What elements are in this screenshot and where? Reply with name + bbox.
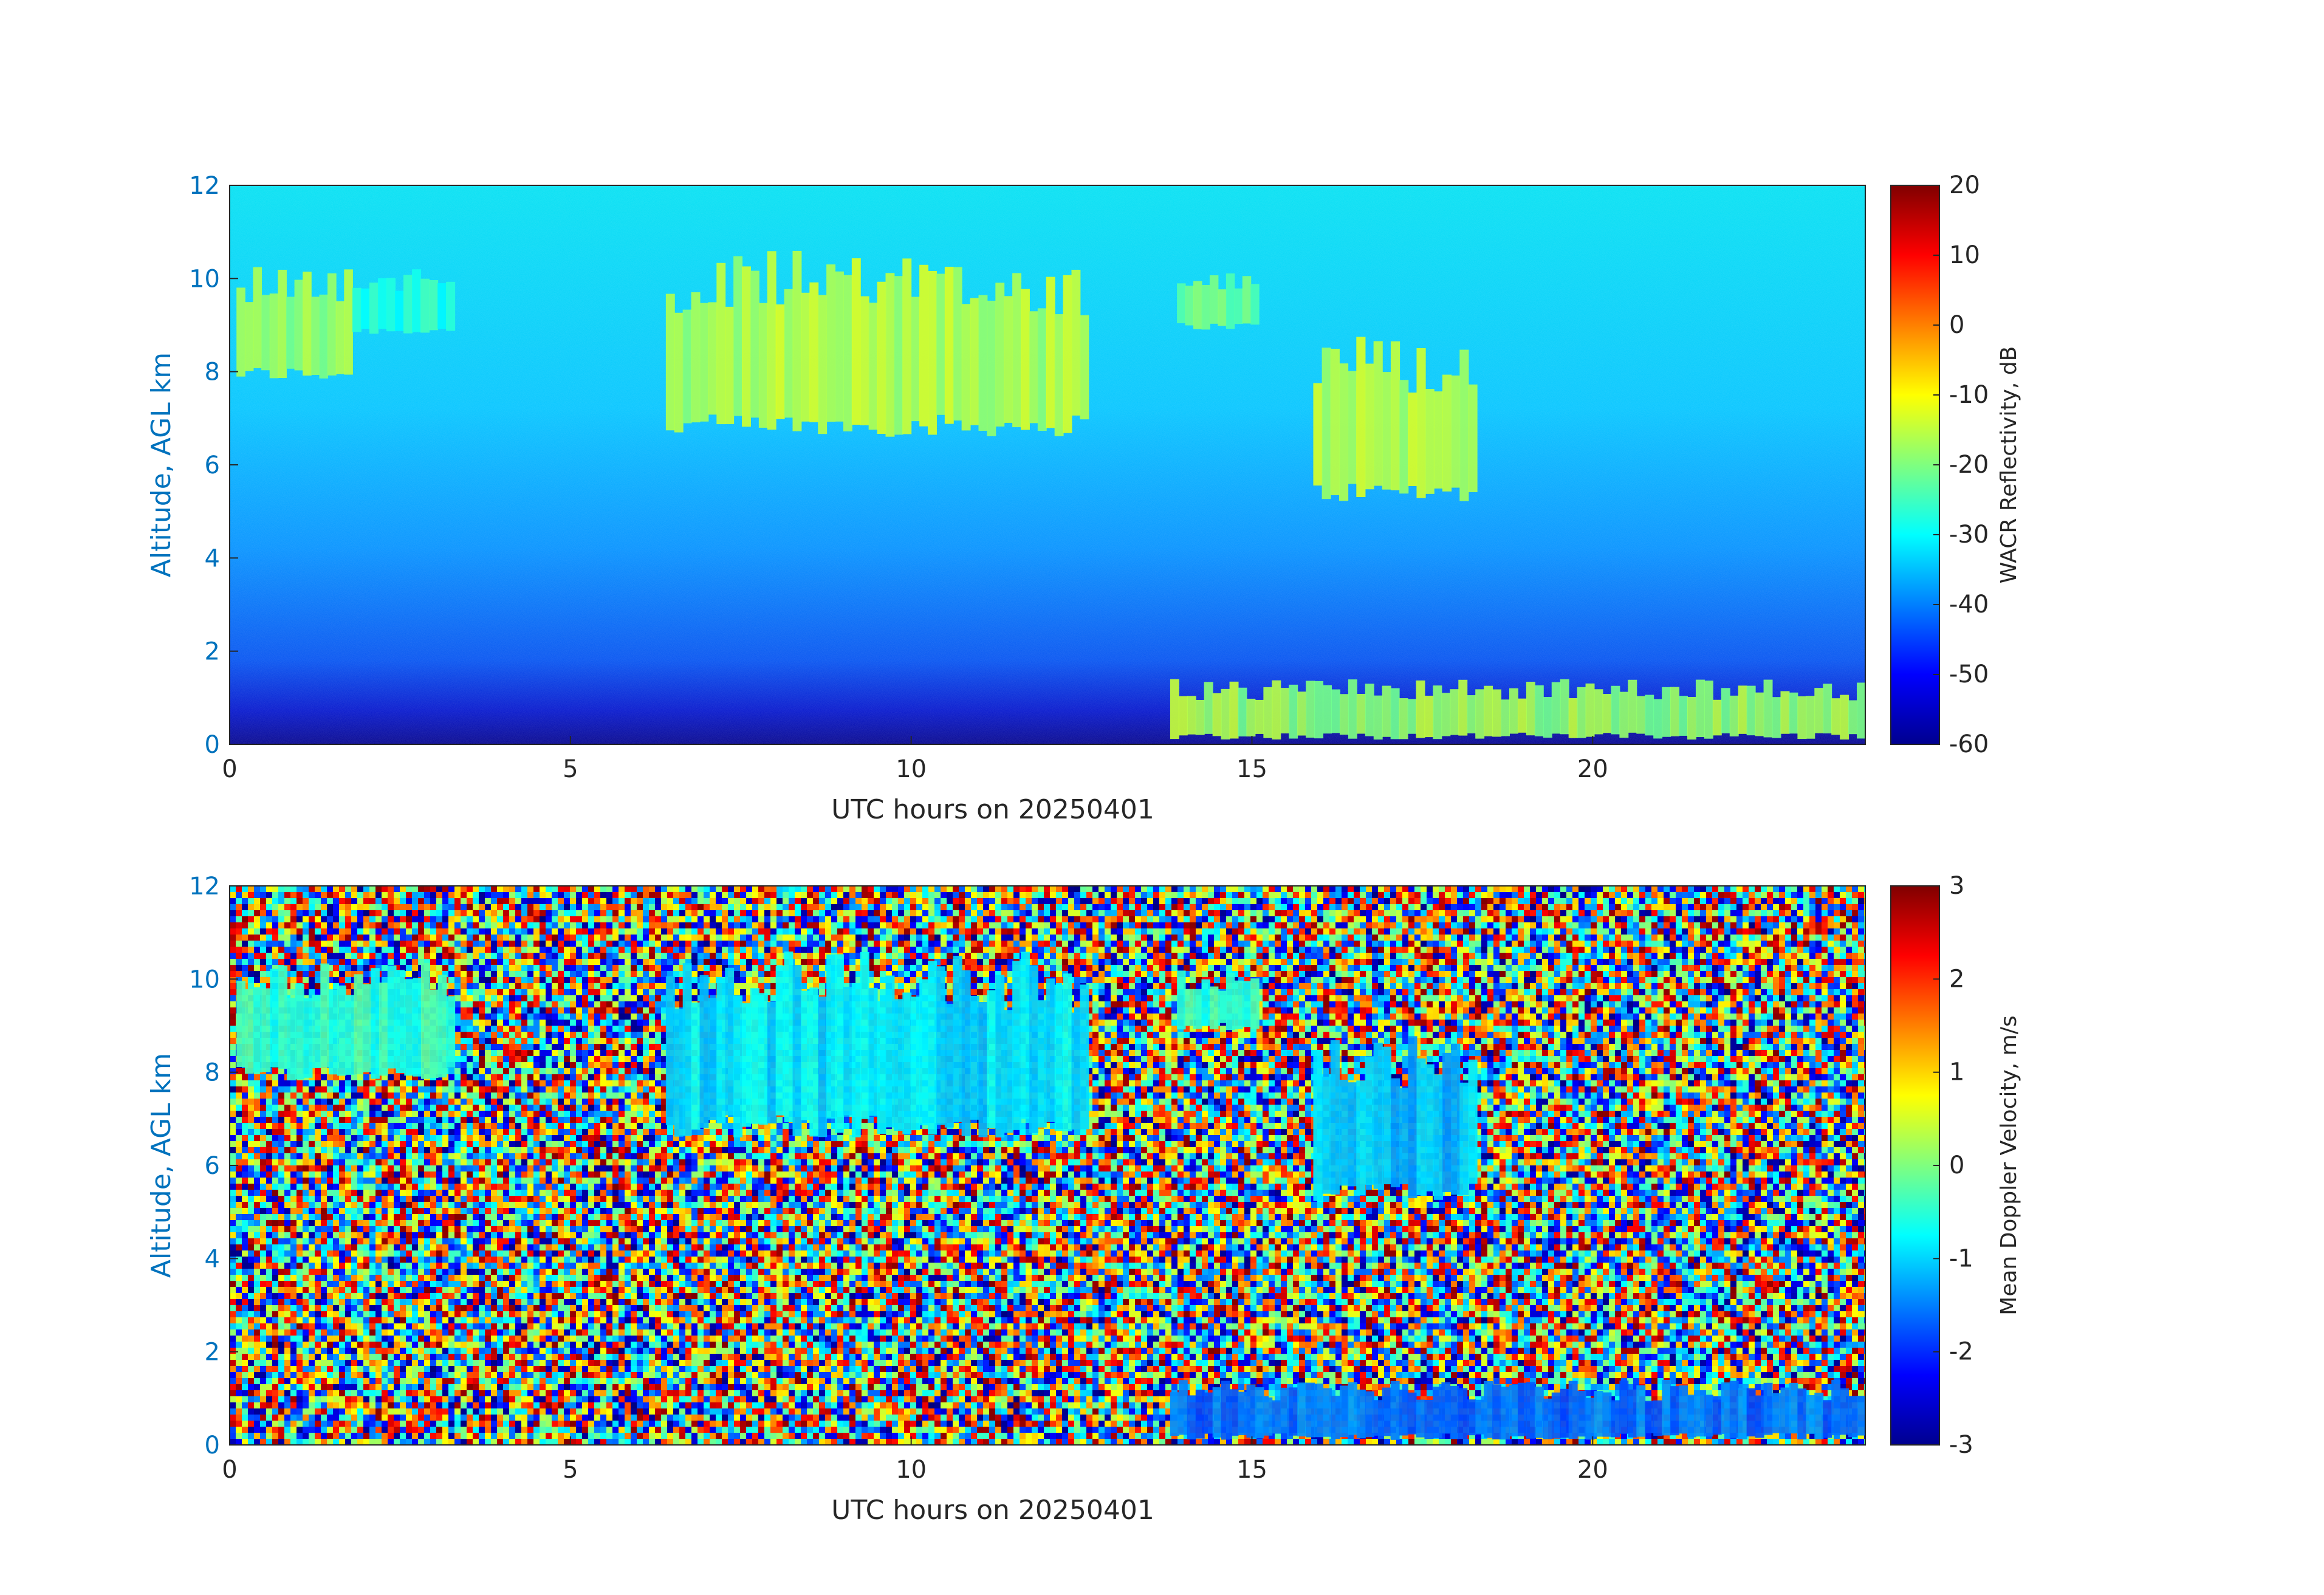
colorbar-tick-label: 20 [1949,171,1980,199]
reflectivity-x-axis: 0 5 10 15 20 UTC hours on 20250401 [222,736,1608,825]
y-tick-label: 2 [205,638,220,666]
x-tick-label: 20 [1577,1456,1608,1484]
reflectivity-image [230,185,1866,744]
reflectivity-colorbar: 20 10 0 -10 -20 -30 -40 -50 -60 WACR Reflectivity… [1891,171,2021,758]
noise-background [230,886,1870,1445]
doppler-image [230,886,1870,1445]
x-axis-label: UTC hours on 20250401 [831,1495,1154,1526]
x-tick-label: 5 [563,755,578,783]
y-tick-label: 2 [205,1339,220,1367]
x-tick-label: 10 [896,1456,927,1484]
doppler-y-axis: 0 2 4 6 8 10 12 Altitude, AGL km [146,873,238,1460]
x-axis-label: UTC hours on 20250401 [831,794,1154,825]
colorbar-tick-label: 10 [1949,241,1980,269]
x-tick-label: 15 [1236,1456,1267,1484]
y-tick-label: 10 [189,265,220,293]
y-tick-label: 4 [205,544,220,572]
colorbar-tick-label: 1 [1949,1058,1964,1086]
reflectivity-panel: 0 5 10 15 20 UTC hours on 20250401 0 2 4 6 8 10 12 Al… [146,171,2021,825]
x-tick-label: 0 [222,1456,237,1484]
y-tick-label: 6 [205,1152,220,1180]
colorbar-gradient [1891,886,1939,1445]
colorbar-tick-label: -30 [1949,521,1989,549]
doppler-x-axis: 0 5 10 15 20 UTC hours on 20250401 [222,1436,1608,1526]
colorbar-tick-label: -50 [1949,660,1989,688]
reflectivity-plot-area [230,185,1866,744]
colorbar-label: Mean Doppler Velocity, m/s [1997,1015,2021,1315]
colorbar-tick-label: 0 [1949,311,1964,339]
y-tick-label: 12 [189,873,220,900]
colorbar-tick-label: 3 [1949,872,1964,900]
y-tick-label: 8 [205,1059,220,1087]
doppler-colorbar: 3 2 1 0 -1 -2 -3 Mean Doppler Velocity, m/s [1891,872,2021,1459]
x-tick-label: 0 [222,755,237,783]
colorbar-tick-label: -20 [1949,451,1989,479]
colorbar-label: WACR Reflectivity, dB [1997,346,2021,584]
cloud-feature-0 [236,267,353,379]
y-tick-label: 12 [189,172,220,200]
y-tick-label: 0 [205,731,220,759]
y-axis-label: Altitude, AGL km [146,1053,177,1278]
speckle-overlay [230,185,1865,744]
y-tick-label: 10 [189,966,220,993]
y-tick-label: 0 [205,1432,220,1460]
colorbar-tick-label: -3 [1949,1431,1973,1459]
x-tick-label: 15 [1236,755,1267,783]
colorbar-tick-label: 2 [1949,965,1964,993]
x-tick-label: 20 [1577,755,1608,783]
colorbar-tick-label: -1 [1949,1244,1973,1272]
colorbar-tick-label: -60 [1949,730,1989,758]
doppler-plot-area [230,886,1870,1445]
y-tick-label: 6 [205,451,220,479]
colorbar-tick-label: -10 [1949,381,1989,409]
x-tick-label: 10 [896,755,927,783]
reflectivity-y-axis: 0 2 4 6 8 10 12 Altitude, AGL km [146,172,238,759]
y-axis-label: Altitude, AGL km [146,352,177,577]
colorbar-tick-label: 0 [1949,1151,1964,1179]
x-tick-label: 5 [563,1456,578,1484]
y-tick-label: 4 [205,1245,220,1273]
y-tick-label: 8 [205,358,220,386]
colorbar-tick-label: -40 [1949,591,1989,619]
colorbar-tick-label: -2 [1949,1338,1973,1366]
colorbar-gradient [1891,185,1939,744]
